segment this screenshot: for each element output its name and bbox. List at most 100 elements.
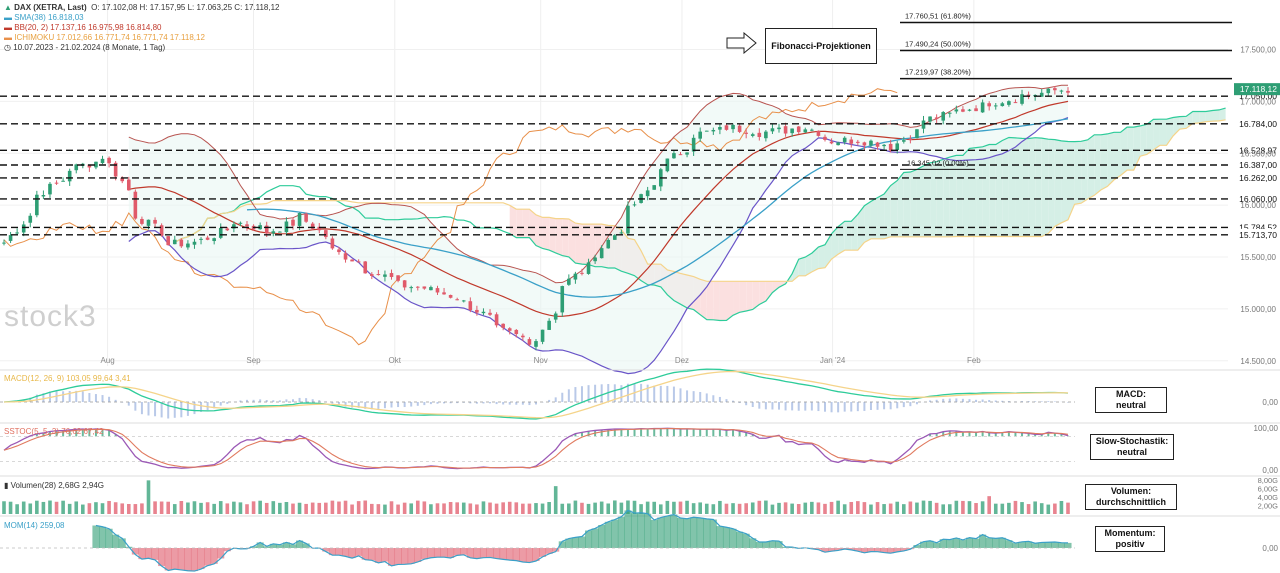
candle — [902, 136, 906, 144]
x-tick-label: Aug — [100, 356, 114, 365]
volume-bar — [481, 501, 486, 514]
volume-bar — [895, 501, 900, 514]
volume-bar — [534, 503, 538, 514]
volume-bar — [862, 502, 867, 514]
ichimoku-cloud-segment — [1022, 138, 1029, 237]
candle — [2, 239, 6, 246]
candle — [580, 268, 584, 276]
candle — [488, 309, 492, 316]
candle-body — [212, 238, 216, 242]
ichimoku-cloud-segment — [1054, 139, 1062, 227]
ichimoku-cloud-segment — [516, 209, 523, 238]
candle-body — [954, 109, 959, 112]
ichimoku-cloud-segment — [733, 281, 740, 316]
volume-bar — [619, 502, 624, 514]
momentum-line — [95, 509, 1069, 572]
ichimoku-cloud-segment — [581, 224, 589, 265]
candle-body — [908, 138, 913, 141]
ichimoku-cloud-segment — [1015, 137, 1023, 237]
candle — [783, 122, 788, 137]
candle-body — [370, 274, 374, 276]
candle-body — [764, 131, 768, 139]
candle — [1059, 89, 1064, 94]
candle-body — [711, 129, 716, 132]
volume-bar — [764, 500, 768, 514]
volume-bar — [540, 503, 545, 514]
volume-bar — [126, 503, 131, 514]
fib-label: 17.490,24 (50.00%) — [905, 40, 971, 49]
volume-bar — [48, 500, 52, 514]
volume-bar — [1013, 500, 1018, 514]
volume-bar — [409, 503, 414, 514]
candle — [626, 201, 630, 235]
y-tick-label: 15.000,00 — [1240, 305, 1276, 314]
candle — [21, 221, 26, 237]
volume-bar — [645, 501, 650, 514]
candle-body — [264, 225, 269, 234]
volume-bar — [921, 500, 926, 514]
ichimoku-cloud-segment — [805, 253, 812, 276]
volume-bar — [869, 504, 873, 514]
y-tick-label: 15.500,00 — [1240, 253, 1276, 262]
ichimoku-cloud-segment — [995, 140, 1003, 237]
candle — [764, 129, 768, 142]
candle-body — [1059, 90, 1064, 92]
ichimoku-cloud-segment — [726, 281, 734, 321]
candle — [987, 101, 991, 111]
momentum-y-tick: 0,00 — [1262, 544, 1278, 553]
volume-y-tick: 4,00G — [1258, 493, 1279, 502]
candle-body — [560, 286, 565, 313]
volume-bar — [310, 502, 315, 514]
candle-body — [993, 105, 998, 107]
candle — [856, 139, 860, 146]
volume-bar — [744, 503, 748, 514]
candle-body — [153, 219, 157, 224]
volume-bar — [980, 501, 985, 514]
volume-bar — [882, 504, 886, 514]
ichimoku-cloud-segment — [1127, 127, 1134, 171]
candle — [120, 176, 125, 184]
candle-body — [553, 313, 558, 320]
candle-body — [947, 112, 952, 114]
ichimoku-cloud-segment — [1035, 137, 1042, 237]
candle — [934, 114, 939, 124]
ichimoku-cloud-segment — [1002, 137, 1009, 237]
candle-body — [455, 299, 459, 301]
candle-body — [974, 108, 978, 112]
candle-body — [934, 117, 939, 119]
volume-bar — [271, 501, 276, 514]
ichimoku-span-b — [174, 119, 1226, 282]
candle-body — [507, 328, 512, 331]
candle-body — [921, 120, 926, 129]
stoch-legend: SSTOC(5, 5, 3) 76,62 67,42 — [4, 427, 104, 436]
candle — [376, 269, 381, 276]
candle-body — [291, 219, 295, 226]
candle-body — [849, 139, 854, 144]
candle-body — [113, 162, 118, 177]
candle-body — [461, 300, 466, 302]
candle-body — [389, 273, 394, 278]
ichimoku-cloud-segment — [1140, 124, 1147, 157]
ichimoku-cloud-segment — [1068, 141, 1075, 220]
candle — [521, 333, 525, 341]
date-range: 10.07.2023 - 21.02.2024 (8 Monate, 1 Tag… — [13, 43, 166, 52]
volume-bar — [908, 501, 913, 514]
level-label-bg — [1229, 117, 1280, 130]
candle-body — [606, 239, 611, 249]
y-tick-label: 17.500,00 — [1240, 46, 1276, 55]
volume-bar — [836, 500, 840, 514]
candle — [1020, 89, 1024, 106]
candle-body — [1039, 92, 1044, 97]
volume-legend: ▮ Volumen(28) 2,68G 2,94G — [4, 481, 104, 491]
candle-body — [179, 239, 184, 247]
candle-body — [488, 312, 492, 315]
volume-bar — [875, 502, 880, 514]
fib-label: 16.345,02 (0.00%) — [907, 158, 969, 167]
candle — [980, 99, 985, 113]
volume-bar — [1007, 502, 1011, 514]
volume-bar — [67, 503, 72, 514]
level-label: 16.528,97 — [1239, 145, 1277, 155]
y-tick-label: 16.500,00 — [1240, 149, 1276, 158]
candle-body — [205, 237, 210, 240]
candle — [547, 318, 551, 331]
